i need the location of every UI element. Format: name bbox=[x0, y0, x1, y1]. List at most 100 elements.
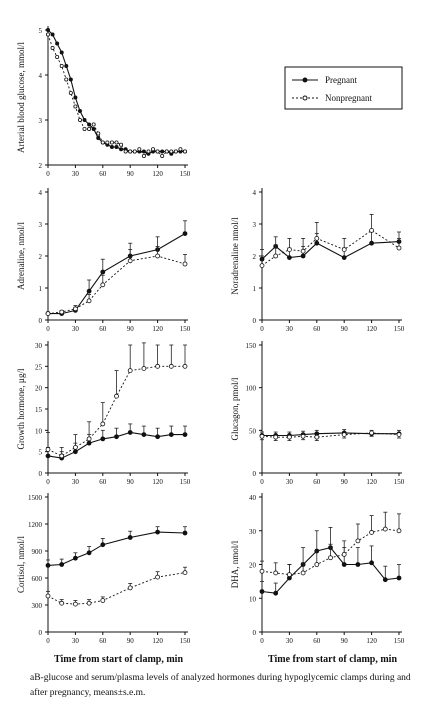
x-tick-label: 0 bbox=[260, 637, 264, 645]
y-tick-label: 0 bbox=[39, 317, 43, 325]
y-tick-label: 0 bbox=[39, 629, 43, 637]
y-tick-label: 100 bbox=[246, 385, 257, 393]
x-tick-label: 120 bbox=[152, 170, 163, 178]
data-point bbox=[123, 149, 128, 154]
data-point bbox=[119, 147, 124, 152]
data-point bbox=[127, 430, 133, 435]
data-point bbox=[396, 245, 402, 251]
series-pregnant bbox=[45, 423, 188, 461]
data-point bbox=[86, 550, 92, 556]
y-tick-label: 2 bbox=[253, 253, 257, 261]
series-nonpregnant bbox=[259, 213, 402, 269]
x-tick-label: 30 bbox=[72, 325, 80, 333]
x-tick-label: 90 bbox=[127, 325, 135, 333]
data-point bbox=[82, 118, 87, 123]
x-tick-label: 30 bbox=[286, 637, 294, 645]
data-point bbox=[286, 247, 292, 253]
series-line bbox=[261, 229, 400, 266]
x-axis-title: Time from start of clamp, min bbox=[54, 654, 183, 665]
data-point bbox=[286, 572, 292, 578]
series-nonpregnant bbox=[45, 566, 188, 607]
x-tick-label: 60 bbox=[313, 637, 321, 645]
data-point bbox=[182, 261, 188, 267]
data-point bbox=[155, 529, 161, 535]
data-point bbox=[59, 600, 65, 606]
data-point bbox=[86, 440, 92, 446]
legend: Pregnant Nonpregnant bbox=[284, 66, 403, 110]
series-line bbox=[48, 233, 186, 315]
y-tick-label: 10 bbox=[249, 595, 257, 603]
y-tick-label: 15 bbox=[35, 406, 43, 414]
panel-growth-hormone: 0 5 10 15 20 25 30 0 30 60 90 120 150 Growth hormone,… bbox=[16, 341, 191, 486]
x-tick-label: 90 bbox=[341, 478, 349, 486]
data-point bbox=[341, 247, 347, 253]
data-point bbox=[45, 593, 51, 599]
data-point bbox=[55, 55, 60, 60]
series-line bbox=[47, 34, 186, 157]
data-point bbox=[328, 555, 333, 561]
data-point bbox=[64, 77, 69, 82]
data-point bbox=[141, 149, 146, 154]
data-point bbox=[259, 263, 265, 269]
data-point bbox=[64, 64, 69, 69]
x-tick-label: 120 bbox=[152, 637, 163, 645]
data-point bbox=[182, 149, 187, 154]
data-point bbox=[182, 432, 188, 438]
data-point bbox=[127, 368, 133, 374]
series-pregnant bbox=[45, 220, 188, 317]
data-point bbox=[160, 149, 165, 154]
data-point bbox=[91, 122, 96, 127]
data-point bbox=[73, 444, 78, 450]
data-point bbox=[259, 568, 265, 574]
x-tick-label: 30 bbox=[286, 478, 294, 486]
data-point bbox=[273, 253, 279, 259]
legend-label-pregnant: Pregnant bbox=[325, 75, 357, 85]
data-point bbox=[341, 255, 347, 261]
y-tick-label: 2 bbox=[39, 253, 43, 261]
x-tick-label: 150 bbox=[180, 170, 191, 178]
data-point bbox=[396, 528, 402, 534]
x-tick-label: 60 bbox=[313, 478, 321, 486]
data-point bbox=[341, 551, 347, 557]
series-line bbox=[47, 255, 186, 315]
x-tick-label: 150 bbox=[180, 478, 191, 486]
data-point bbox=[168, 432, 174, 438]
data-point bbox=[119, 142, 124, 147]
data-point bbox=[77, 118, 82, 123]
data-point bbox=[73, 601, 78, 607]
data-point bbox=[59, 562, 65, 567]
panel-glucose: 2 3 4 5 0 30 60 90 120 150 Arterial blood glucose,… bbox=[16, 26, 191, 178]
x-tick-label: 120 bbox=[366, 325, 377, 333]
data-point bbox=[369, 530, 375, 535]
legend-frame bbox=[284, 66, 403, 110]
y-tick-label: 150 bbox=[246, 342, 257, 350]
x-tick-label: 120 bbox=[152, 325, 163, 333]
series-line bbox=[47, 365, 185, 457]
x-tick-label: 30 bbox=[72, 637, 80, 645]
data-point bbox=[314, 562, 320, 567]
data-point bbox=[100, 598, 106, 603]
data-point bbox=[164, 149, 169, 154]
x-tick-label: 120 bbox=[366, 637, 377, 645]
x-axis-title: Time from start of clamp, min bbox=[268, 654, 397, 665]
data-point bbox=[96, 131, 101, 136]
data-point bbox=[314, 434, 320, 440]
data-point bbox=[141, 432, 147, 438]
data-point bbox=[182, 530, 188, 536]
data-point bbox=[128, 149, 133, 154]
data-point bbox=[50, 32, 55, 37]
x-tick-label: 120 bbox=[366, 478, 377, 486]
panel-glucagon: 0 50 100 150 0 30 60 90 120 150 Glucagon, pmol/l bbox=[230, 341, 405, 486]
data-point bbox=[396, 575, 402, 581]
data-point bbox=[273, 570, 279, 576]
data-point bbox=[45, 453, 51, 459]
data-point bbox=[45, 447, 51, 452]
data-point bbox=[59, 453, 65, 459]
data-point bbox=[369, 227, 375, 233]
y-tick-label: 5 bbox=[39, 449, 43, 457]
data-point bbox=[314, 240, 320, 246]
y-tick-label: 4 bbox=[253, 189, 257, 197]
data-point bbox=[114, 393, 119, 399]
y-tick-label: 900 bbox=[32, 548, 43, 556]
